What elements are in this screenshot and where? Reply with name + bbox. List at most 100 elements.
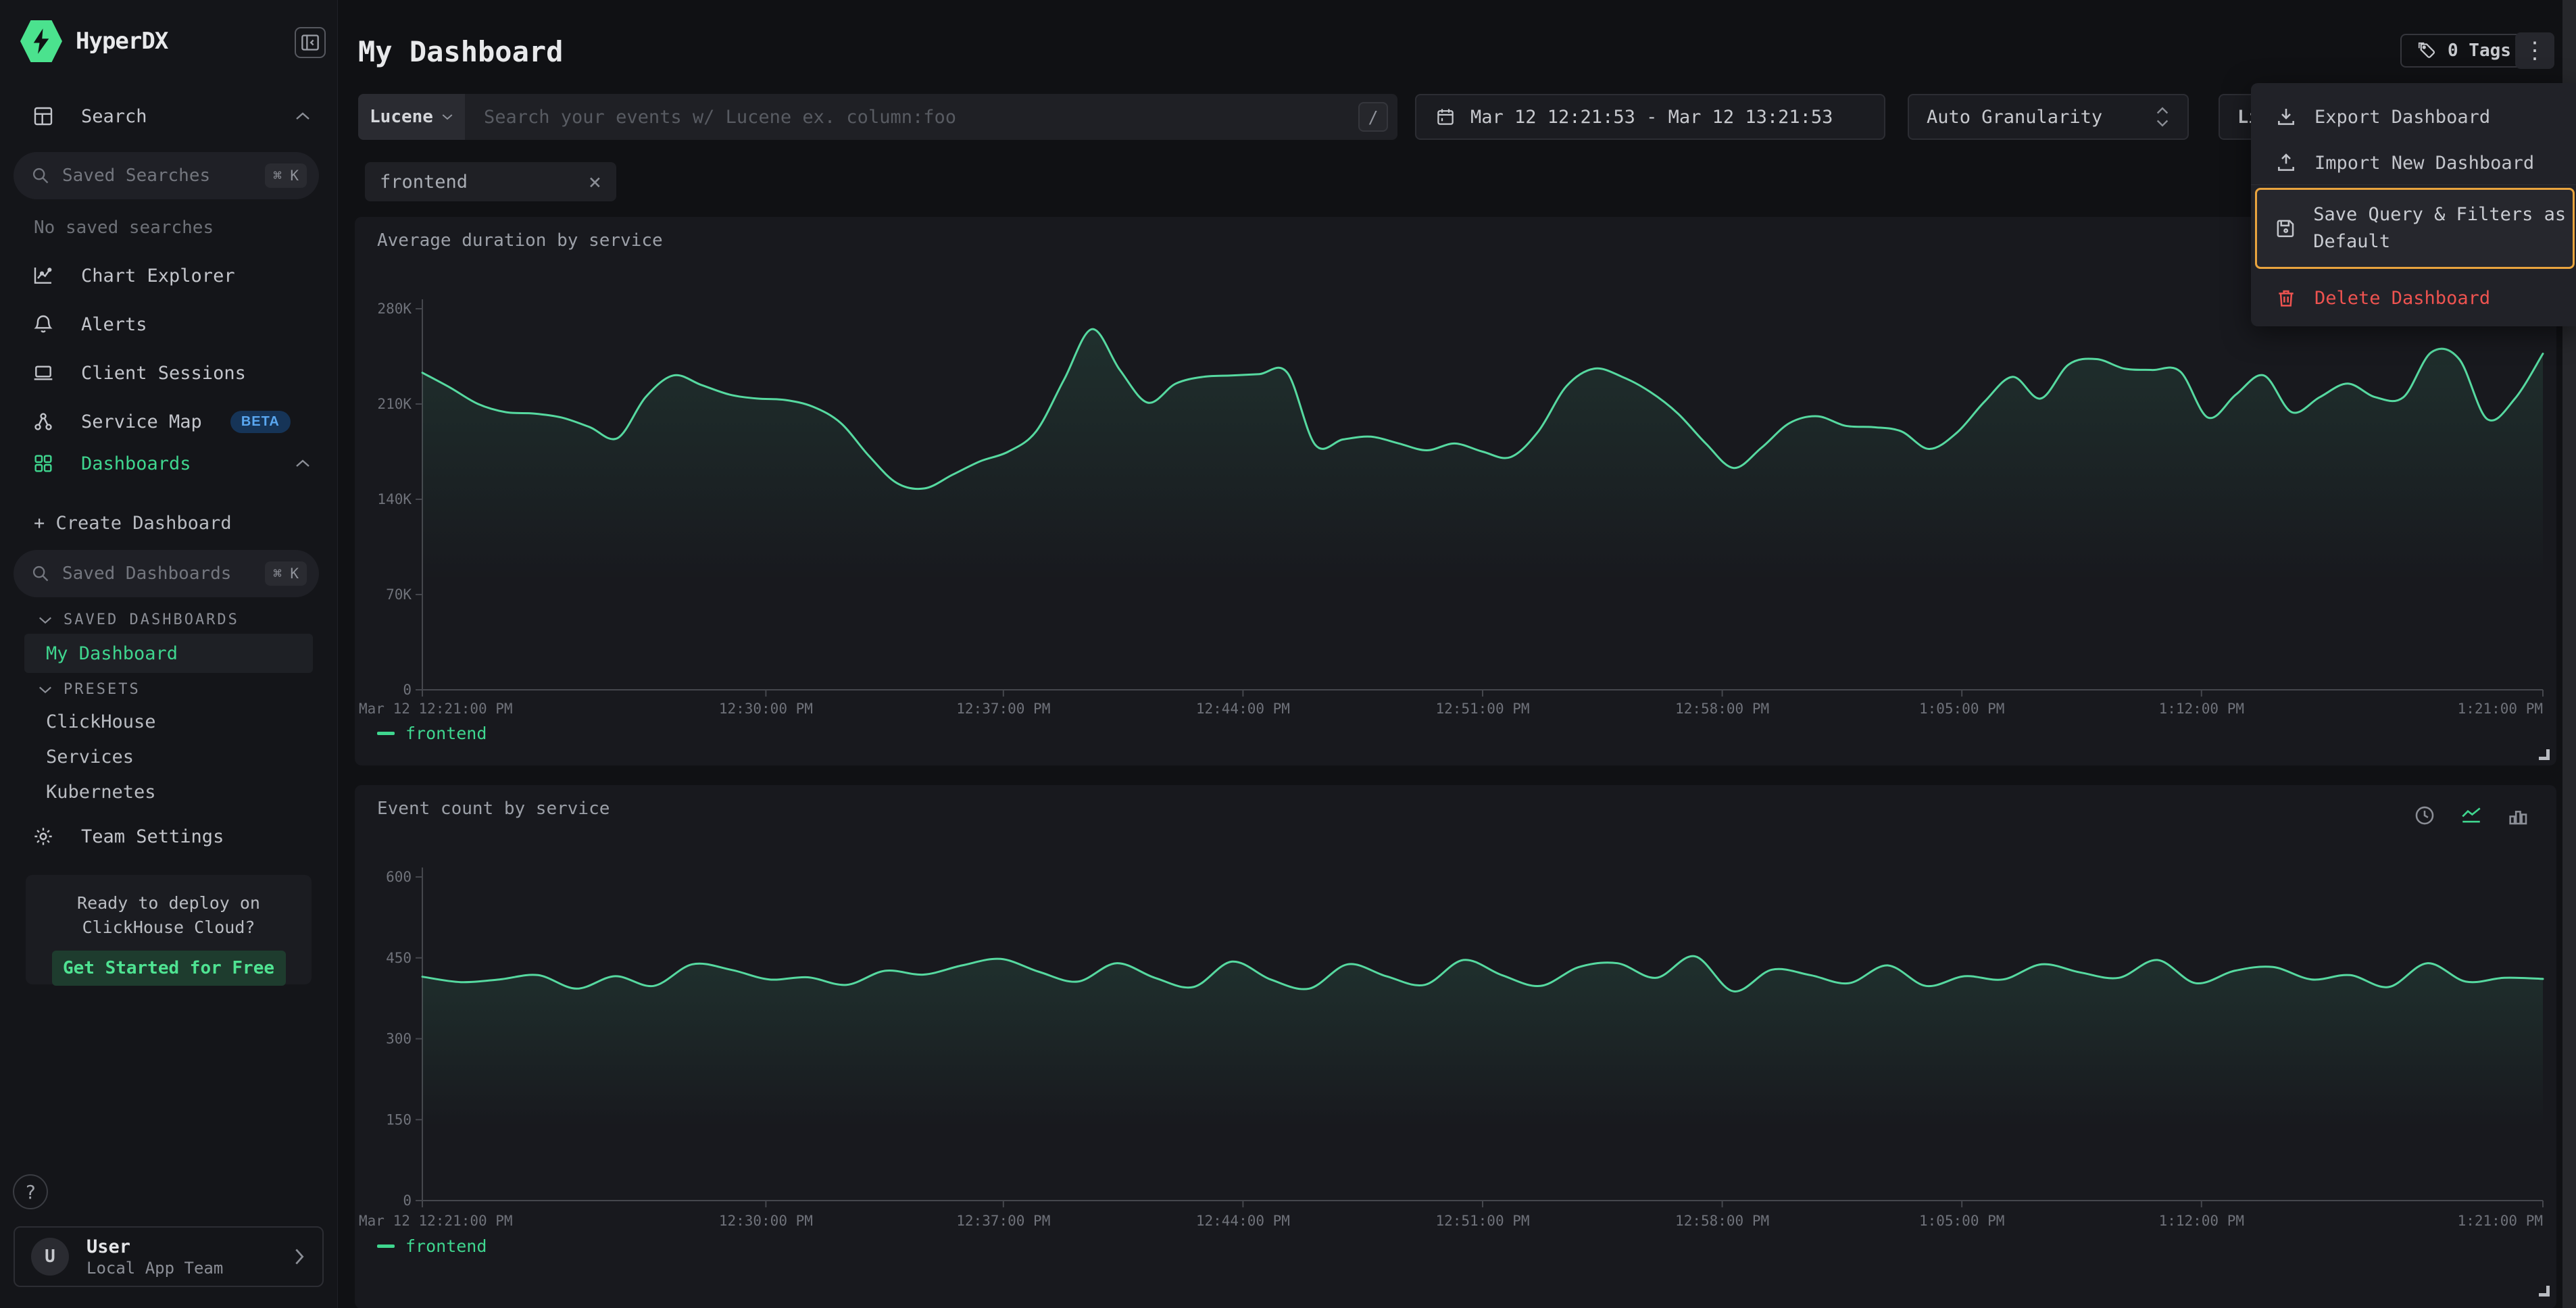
sidebar-item-service-map[interactable]: Service Map BETA	[0, 401, 338, 442]
chart-legend: frontend	[377, 724, 487, 743]
slash-shortcut-badge: /	[1358, 102, 1388, 132]
svg-text:210K: 210K	[377, 396, 412, 412]
chip-close-icon[interactable]: ×	[588, 169, 601, 195]
search-grid-icon	[32, 105, 55, 127]
service-map-icon	[32, 411, 55, 432]
sidebar-item-search[interactable]: Search	[0, 96, 338, 136]
svg-text:70K: 70K	[386, 586, 412, 603]
saved-searches-search[interactable]: ⌘ K	[14, 152, 319, 199]
svg-text:12:30:00 PM: 12:30:00 PM	[719, 701, 813, 717]
panel-resize-handle[interactable]	[2539, 749, 2550, 760]
vertical-scrollbar[interactable]	[2562, 0, 2576, 1308]
menu-item-save-default[interactable]: Save Query & Filters as Default	[2255, 188, 2575, 269]
laptop-icon	[32, 362, 55, 384]
chevron-down-icon	[39, 686, 51, 693]
query-language-select[interactable]: Lucene	[358, 94, 465, 140]
menu-item-label: Import New Dashboard	[2314, 152, 2535, 174]
menu-item-label: Save Query & Filters as Default	[2313, 204, 2567, 252]
upload-icon	[2278, 153, 2294, 171]
hyperdx-logo-icon	[20, 20, 62, 63]
kebab-icon: ⋮	[2523, 37, 2546, 64]
event-search-bar: Lucene /	[358, 94, 1397, 140]
svg-text:450: 450	[386, 950, 412, 966]
line-chart-event-count: 0 150 300 450 600 Mar 12 12:21:00 PM 12:30:00 …	[359, 867, 2544, 1229]
tags-label: 0 Tags	[2448, 41, 2511, 61]
query-language-label: Lucene	[370, 107, 433, 127]
legend-swatch	[377, 1244, 395, 1248]
preset-kubernetes[interactable]: Kubernetes	[46, 781, 156, 803]
get-started-button[interactable]: Get Started for Free	[51, 951, 286, 986]
svg-text:12:37:00 PM: 12:37:00 PM	[956, 701, 1050, 717]
chart-explorer-icon	[32, 265, 55, 286]
brand-name: HyperDX	[76, 28, 168, 55]
help-label: ?	[24, 1180, 36, 1203]
menu-item-delete-dashboard[interactable]: Delete Dashboard	[2251, 278, 2576, 318]
user-meta: User Local App Team	[86, 1236, 293, 1278]
svg-text:12:30:00 PM: 12:30:00 PM	[719, 1213, 813, 1229]
chevron-down-icon	[442, 114, 453, 120]
search-icon	[32, 565, 49, 582]
saved-dashboards-search[interactable]: ⌘ K	[14, 550, 319, 597]
svg-text:1:21:00 PM: 1:21:00 PM	[2458, 1213, 2543, 1229]
sidebar-item-client-sessions[interactable]: Client Sessions	[0, 353, 338, 393]
svg-text:1:21:00 PM: 1:21:00 PM	[2458, 701, 2543, 717]
calendar-icon	[1437, 109, 1454, 125]
user-menu[interactable]: U User Local App Team	[14, 1226, 324, 1287]
svg-text:150: 150	[386, 1111, 412, 1128]
create-dashboard-button[interactable]: + Create Dashboard	[34, 512, 232, 534]
dashboards-grid-icon	[32, 453, 55, 474]
svg-text:600: 600	[386, 869, 412, 885]
sidebar-item-alerts[interactable]: Alerts	[0, 304, 338, 345]
event-search-input[interactable]	[465, 106, 1358, 128]
trash-icon	[2279, 290, 2294, 307]
section-saved-dashboards[interactable]: SAVED DASHBOARDS	[38, 611, 239, 628]
chart-title: Event count by service	[377, 799, 610, 819]
preset-clickhouse[interactable]: ClickHouse	[46, 711, 156, 732]
svg-text:140K: 140K	[377, 491, 412, 507]
sidebar-item-my-dashboard[interactable]: My Dashboard	[24, 634, 313, 673]
chip-label: frontend	[380, 171, 468, 193]
chevron-down-icon	[39, 617, 51, 624]
bar-chart-type-icon[interactable]	[2506, 804, 2529, 827]
saved-searches-input[interactable]	[62, 166, 266, 186]
sidebar-item-chart-explorer[interactable]: Chart Explorer	[0, 255, 338, 296]
chart-title: Average duration by service	[377, 230, 663, 251]
svg-text:Mar 12 12:21:00 PM: Mar 12 12:21:00 PM	[359, 701, 513, 717]
chevron-up-icon	[295, 459, 311, 468]
menu-item-export-dashboard[interactable]: Export Dashboard	[2251, 97, 2576, 137]
avatar: U	[31, 1238, 69, 1276]
chart-panel-avg-duration: Average duration by service 0 70K 140K 210K…	[355, 217, 2556, 765]
saved-dashboards-input[interactable]	[62, 563, 266, 584]
gear-icon	[32, 826, 55, 847]
date-range-label: Mar 12 12:21:53 - Mar 12 13:21:53	[1470, 106, 1833, 128]
dashboard-menu-button[interactable]: ⋮	[2515, 32, 2554, 69]
sidebar-item-team-settings[interactable]: Team Settings	[0, 816, 338, 857]
chevron-up-icon	[295, 111, 311, 121]
panel-collapse-icon	[301, 34, 319, 51]
line-chart-avg-duration: 0 70K 140K 210K 280K Mar 12 12:21:00 PM 12:30:…	[359, 299, 2544, 717]
granularity-select[interactable]: Auto Granularity	[1908, 94, 2189, 140]
section-label: PRESETS	[64, 681, 141, 698]
save-icon	[2277, 220, 2294, 238]
date-range-picker[interactable]: Mar 12 12:21:53 - Mar 12 13:21:53	[1415, 94, 1885, 140]
sidebar-item-label: Search	[81, 105, 147, 127]
time-range-icon[interactable]	[2413, 804, 2436, 827]
updown-chevrons-icon	[2156, 107, 2169, 127]
tags-button[interactable]: 0 Tags	[2400, 34, 2527, 68]
sidebar-collapse-button[interactable]	[295, 27, 326, 58]
cmd-k-shortcut: ⌘ K	[265, 561, 307, 586]
help-button[interactable]: ?	[13, 1174, 48, 1209]
tag-icon	[2418, 42, 2435, 58]
page-title: My Dashboard	[358, 35, 564, 68]
section-label: SAVED DASHBOARDS	[64, 611, 239, 628]
brand-logo[interactable]: HyperDX	[20, 19, 168, 64]
section-presets[interactable]: PRESETS	[38, 681, 141, 698]
menu-item-import-dashboard[interactable]: Import New Dashboard	[2251, 143, 2576, 183]
panel-resize-handle[interactable]	[2539, 1286, 2550, 1297]
legend-label: frontend	[405, 724, 487, 743]
preset-services[interactable]: Services	[46, 746, 134, 768]
line-chart-type-icon[interactable]	[2459, 804, 2483, 827]
sidebar-item-dashboards[interactable]: Dashboards	[0, 439, 338, 488]
svg-text:300: 300	[386, 1031, 412, 1047]
